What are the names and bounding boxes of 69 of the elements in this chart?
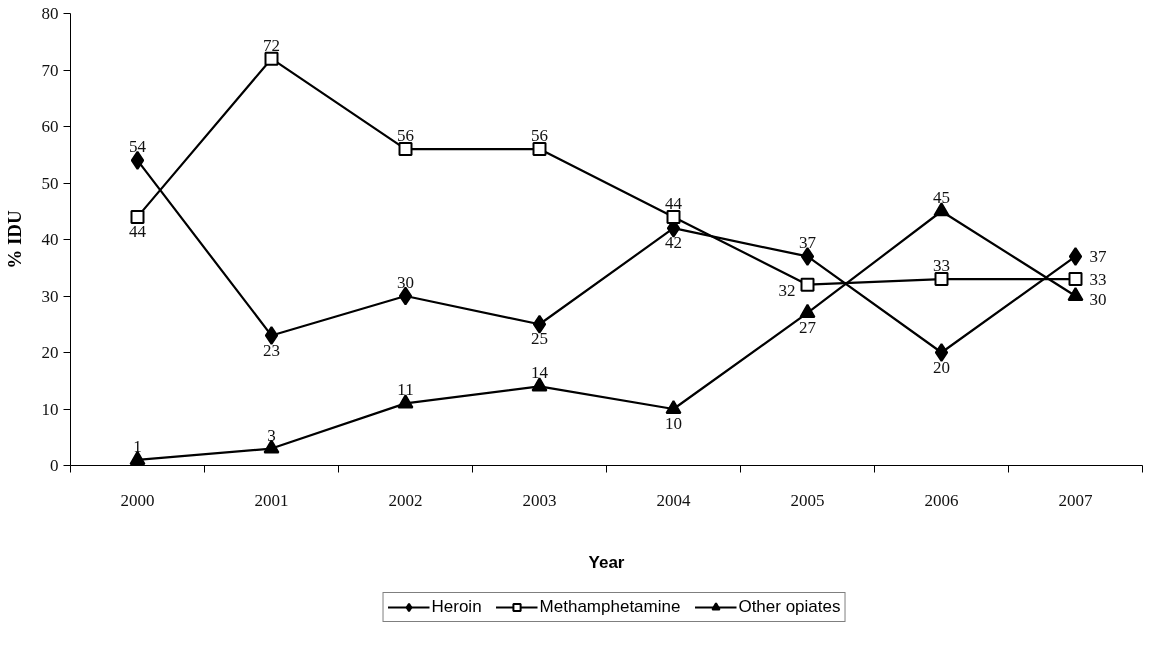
x-tick-label: 2007: [1058, 490, 1093, 510]
point: [264, 51, 279, 66]
data-label: 30: [397, 273, 414, 292]
point: [398, 286, 413, 306]
point: [666, 209, 681, 224]
y-tick-label: 70: [41, 60, 59, 80]
point: [397, 394, 414, 409]
data-label: 11: [397, 380, 414, 400]
x-tick-label: 2005: [790, 490, 825, 510]
data-label: 1: [133, 436, 142, 456]
data-label: 56: [531, 126, 548, 146]
y-tick-label: 60: [41, 117, 59, 136]
y-tick-label: 20: [41, 343, 59, 362]
data-label: 25: [531, 329, 548, 349]
point: [800, 246, 815, 266]
data-label: 32: [778, 281, 796, 301]
point: [398, 142, 413, 157]
y-tick-label: 50: [41, 173, 59, 193]
legend-label: Other opiates: [738, 597, 841, 617]
point: [1068, 246, 1083, 266]
data-label: 45: [933, 188, 950, 208]
data-label: 30: [1089, 289, 1107, 309]
data-label: 27: [799, 317, 817, 337]
point: [800, 277, 815, 292]
point: [1067, 286, 1084, 302]
x-tick-label: 2003: [522, 490, 557, 510]
data-label: 3: [267, 425, 276, 445]
x-tick-label: 2000: [120, 490, 155, 510]
data-label: 14: [531, 363, 549, 383]
point: [799, 303, 816, 318]
x-tick-label: 2006: [924, 490, 959, 510]
data-label: 44: [665, 193, 683, 213]
point: [130, 209, 145, 224]
x-axis-title: Year: [588, 552, 625, 572]
point: [531, 377, 548, 392]
data-label: 20: [933, 357, 950, 377]
x-tick-label: 2001: [254, 490, 289, 510]
data-label: 72: [263, 35, 280, 55]
point: [263, 439, 280, 454]
point: [933, 202, 950, 217]
data-label: 33: [933, 256, 950, 276]
point: [264, 326, 279, 346]
point: [129, 450, 146, 465]
y-tick-label: 0: [50, 456, 59, 475]
legend-label: Methamphetamine: [539, 597, 681, 617]
point: [532, 142, 547, 157]
y-tick-label: 30: [41, 286, 59, 306]
point: [934, 272, 949, 287]
point: [934, 343, 949, 362]
data-label: 56: [397, 126, 414, 146]
x-tick-label: 2004: [656, 490, 691, 510]
data-label: 54: [129, 137, 147, 157]
data-label: 44: [129, 221, 147, 241]
data-label: 10: [665, 414, 682, 433]
y-tick-label: 10: [41, 399, 59, 419]
legend-label: Heroin: [431, 597, 482, 617]
data-label: 23: [263, 340, 280, 360]
data-label: 33: [1089, 269, 1107, 289]
data-label: 37: [799, 233, 817, 253]
data-label: 42: [665, 233, 682, 253]
y-tick-label: 40: [41, 230, 59, 249]
point: [532, 314, 547, 334]
point: [665, 399, 682, 415]
y-axis-title: % IDU: [3, 209, 25, 269]
point: [1068, 272, 1083, 287]
point: [130, 150, 145, 170]
data-label: 37: [1089, 246, 1107, 266]
x-tick-label: 2002: [388, 490, 423, 510]
y-tick-label: 80: [41, 4, 59, 23]
